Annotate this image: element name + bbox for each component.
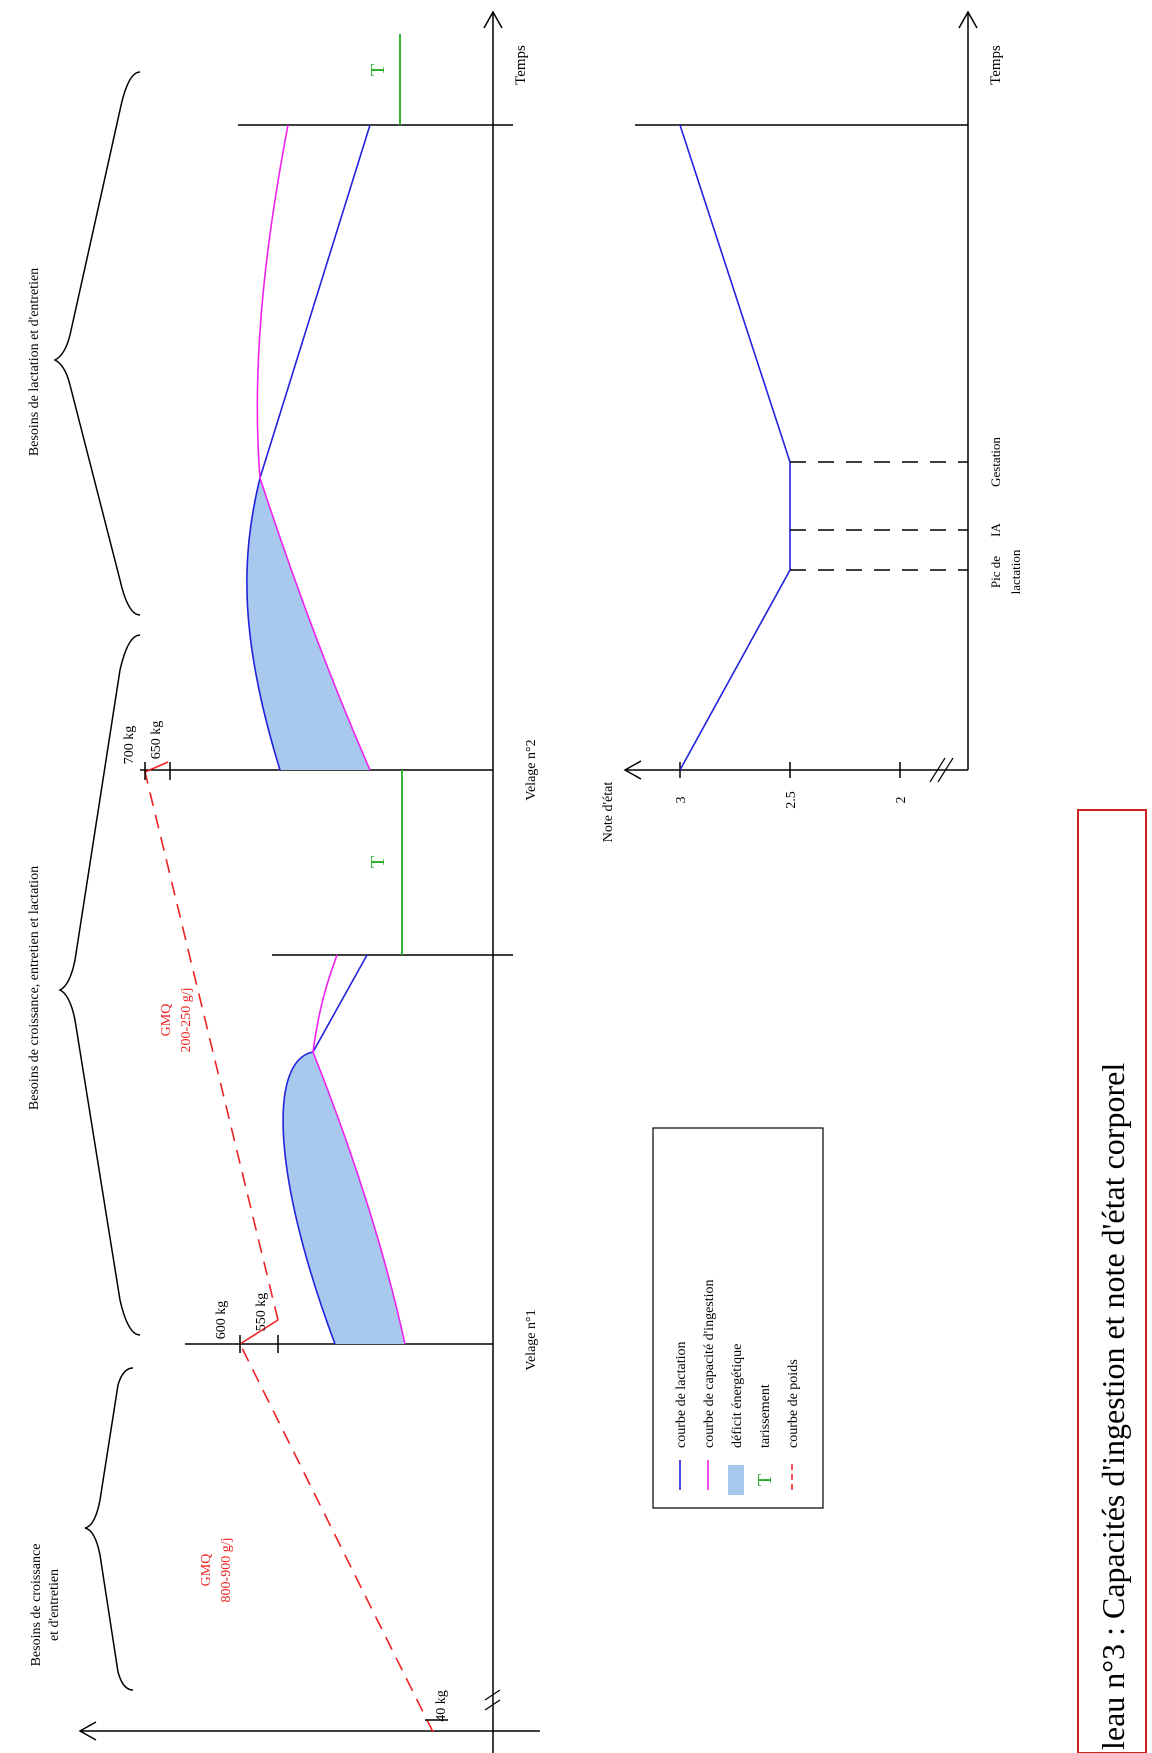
axis-break-a: [484, 1689, 501, 1701]
legend-symbol-2: [728, 1465, 744, 1495]
svg-text:Besoins de croissance: Besoins de croissance: [29, 1544, 44, 1667]
svg-text:Pic de: Pic de: [988, 556, 1003, 588]
label-550kg: 550 kg: [254, 1293, 269, 1332]
svg-text:lactation: lactation: [1008, 549, 1023, 594]
brace-lactation-shape: [53, 71, 141, 616]
legend-symbol-3: T: [754, 1474, 776, 1486]
deficit-area-1: [283, 1052, 405, 1344]
page-title: leau n°3 : Capacités d'ingestion et note…: [1095, 1063, 1131, 1750]
brace-growth-shape: [84, 1367, 134, 1691]
bcs-time-label: Temps: [988, 45, 1004, 85]
calving1-label: Velage n°1: [524, 1309, 539, 1370]
bcs-axis-break-a: [929, 757, 946, 783]
phase-lactation-label: Besoins de lactation et d'entretien: [27, 268, 42, 456]
legend-label-4: courbe de poids: [786, 1359, 801, 1448]
bcs-axis-break-b: [937, 757, 954, 783]
weight-curve-drop-2: [144, 761, 169, 773]
dry-marker-2: T: [367, 64, 389, 76]
legend: courbe de lactation courbe de capacité d'…: [674, 1279, 801, 1495]
dry-marker-1: T: [367, 856, 389, 868]
legend-label-3: tarissement: [758, 1384, 773, 1448]
svg-text:200-250 g/j: 200-250 g/j: [179, 988, 194, 1053]
svg-text:800-900 g/j: 800-900 g/j: [219, 1538, 234, 1603]
phase-growth-lactation-label: Besoins de croissance, entretien et lact…: [27, 866, 42, 1110]
label-700kg: 700 kg: [122, 726, 137, 765]
calving2-label: Velage n°2: [524, 739, 539, 800]
weight-curve-segment-1: [239, 1343, 434, 1733]
gmq-first-label: GMQ 800-900 g/j: [199, 1538, 234, 1603]
weight-curve-segment-2: [144, 771, 279, 1321]
bcs-tick-label-2-5: 2.5: [784, 791, 799, 809]
label-600kg: 600 kg: [214, 1301, 229, 1340]
svg-text:et d'entretien: et d'entretien: [47, 1569, 62, 1641]
bcs-curve: [679, 124, 791, 771]
bcs-tick-label-2: 2: [894, 797, 909, 804]
label-40kg: 40 kg: [434, 1690, 449, 1722]
ingestion-curve-2: [256, 124, 371, 771]
time-axis-arrow: [483, 10, 503, 29]
svg-text:GMQ: GMQ: [159, 1004, 174, 1037]
bcs-axis-arrow: [623, 760, 642, 780]
weight-curve-drop: [239, 1319, 279, 1345]
legend-label-0: courbe de lactation: [674, 1341, 689, 1448]
bcs-tick-label-3: 3: [674, 797, 689, 804]
svg-text:GMQ: GMQ: [199, 1554, 214, 1587]
legend-label-2: déficit énergétique: [730, 1344, 745, 1448]
gmq-second-label: GMQ 200-250 g/j: [159, 988, 194, 1053]
brace-growth-lactation-shape: [58, 634, 141, 1336]
legend-box: [652, 1127, 824, 1509]
phase-growth-label: Besoins de croissance et d'entretien: [29, 1544, 62, 1667]
bcs-marker-ai: IA: [988, 523, 1003, 537]
bcs-time-axis-arrow: [958, 10, 978, 29]
ingestion-curve-1: [312, 954, 406, 1345]
lactation-curve-1: [282, 954, 368, 1345]
weight-axis-arrow: [78, 1721, 97, 1741]
bcs-axis-label: Note d'état: [601, 782, 616, 843]
lactation-curve-2: [246, 124, 371, 771]
title-box: [1077, 809, 1147, 1753]
bcs-marker-gestation: Gestation: [988, 437, 1003, 487]
label-650kg: 650 kg: [149, 721, 164, 760]
bcs-marker-peak: Pic de lactation: [988, 549, 1023, 594]
time-label: Temps: [513, 45, 529, 85]
axis-break-b: [484, 1699, 501, 1711]
legend-label-1: courbe de capacité d'ingestion: [702, 1279, 717, 1448]
